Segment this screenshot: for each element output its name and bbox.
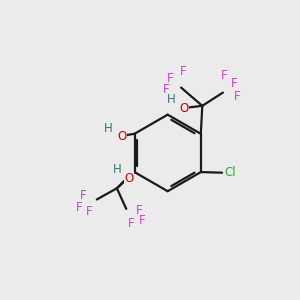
Text: O: O [179, 102, 189, 115]
Text: H: H [104, 122, 113, 135]
Text: F: F [86, 205, 93, 218]
Text: F: F [136, 204, 143, 217]
Text: F: F [234, 91, 240, 103]
Text: F: F [80, 189, 87, 203]
Text: F: F [180, 65, 187, 78]
Text: H: H [167, 93, 176, 106]
Text: F: F [231, 77, 238, 90]
Text: Cl: Cl [224, 166, 236, 179]
Text: F: F [139, 214, 146, 227]
Text: F: F [221, 69, 228, 82]
Text: H: H [113, 163, 122, 176]
Text: F: F [76, 201, 83, 214]
Text: F: F [167, 72, 173, 85]
Text: F: F [128, 217, 135, 230]
Text: O: O [117, 130, 126, 143]
Text: O: O [124, 172, 134, 185]
Text: F: F [163, 82, 169, 95]
